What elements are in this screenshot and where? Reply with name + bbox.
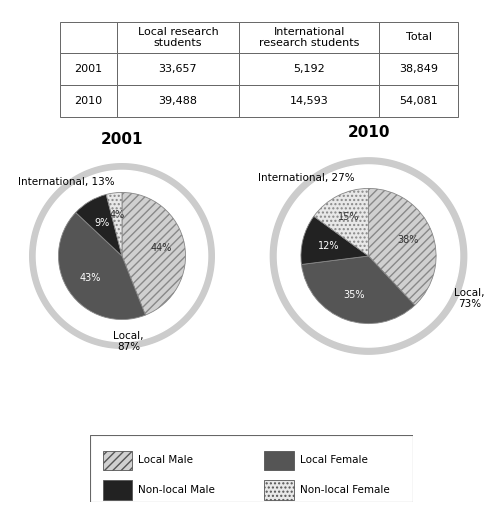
Wedge shape [301,216,369,265]
Text: Local,
87%: Local, 87% [114,331,144,352]
Wedge shape [314,188,369,256]
Wedge shape [301,256,415,324]
Text: Local Male: Local Male [138,456,193,465]
Text: 15%: 15% [338,211,359,222]
Text: Local,
73%: Local, 73% [454,288,485,309]
Title: 2001: 2001 [101,132,143,147]
Text: 12%: 12% [318,241,339,251]
Text: 38%: 38% [397,236,419,245]
Title: 2010: 2010 [347,125,390,140]
Text: 35%: 35% [344,290,366,300]
Wedge shape [58,212,145,319]
FancyBboxPatch shape [264,451,294,471]
Text: 4%: 4% [109,210,124,220]
Wedge shape [106,193,122,256]
Wedge shape [122,193,186,315]
FancyBboxPatch shape [103,480,131,500]
Polygon shape [30,164,214,348]
Text: 9%: 9% [95,218,110,228]
Wedge shape [369,188,436,305]
Text: 44%: 44% [151,244,172,253]
FancyBboxPatch shape [90,435,413,502]
Polygon shape [277,165,460,347]
Polygon shape [36,170,208,342]
Text: Local Female: Local Female [300,456,368,465]
Text: International, 13%: International, 13% [18,178,115,187]
Text: International, 27%: International, 27% [258,173,355,183]
Text: 43%: 43% [79,273,101,283]
FancyBboxPatch shape [264,480,294,500]
Wedge shape [76,195,122,256]
Text: Non-local Female: Non-local Female [300,485,390,495]
Text: Non-local Male: Non-local Male [138,485,215,495]
FancyBboxPatch shape [103,451,131,471]
Polygon shape [270,158,467,354]
